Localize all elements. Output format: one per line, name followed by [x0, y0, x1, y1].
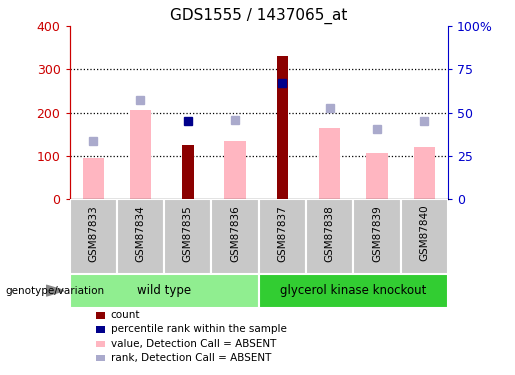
- Bar: [353, 199, 401, 274]
- Bar: [306, 199, 353, 274]
- Bar: [82, 158, 104, 199]
- Text: wild type: wild type: [137, 284, 191, 297]
- Text: GSM87837: GSM87837: [278, 205, 287, 261]
- Text: GSM87838: GSM87838: [325, 205, 335, 261]
- Bar: [277, 57, 288, 199]
- Bar: [130, 110, 151, 199]
- Bar: [96, 312, 106, 319]
- Bar: [70, 274, 259, 308]
- Bar: [117, 199, 164, 274]
- Bar: [259, 274, 448, 308]
- Bar: [96, 326, 106, 333]
- Bar: [401, 199, 448, 274]
- Bar: [164, 199, 212, 274]
- Text: glycerol kinase knockout: glycerol kinase knockout: [280, 284, 426, 297]
- Bar: [96, 340, 106, 347]
- Bar: [259, 199, 306, 274]
- Bar: [319, 129, 340, 199]
- Text: rank, Detection Call = ABSENT: rank, Detection Call = ABSENT: [111, 353, 271, 363]
- Bar: [96, 355, 106, 362]
- Text: GSM87840: GSM87840: [419, 205, 430, 261]
- Bar: [212, 199, 259, 274]
- Bar: [225, 141, 246, 199]
- Text: GSM87835: GSM87835: [183, 205, 193, 261]
- Text: GSM87839: GSM87839: [372, 205, 382, 261]
- Text: value, Detection Call = ABSENT: value, Detection Call = ABSENT: [111, 339, 276, 348]
- Bar: [414, 147, 435, 199]
- Bar: [182, 145, 194, 199]
- Bar: [367, 153, 388, 199]
- Text: GSM87836: GSM87836: [230, 205, 240, 261]
- Text: GSM87834: GSM87834: [135, 205, 146, 261]
- Text: percentile rank within the sample: percentile rank within the sample: [111, 324, 287, 334]
- Text: count: count: [111, 310, 140, 320]
- Text: GSM87833: GSM87833: [88, 205, 98, 261]
- Polygon shape: [46, 285, 64, 296]
- Text: genotype/variation: genotype/variation: [5, 286, 104, 296]
- Title: GDS1555 / 1437065_at: GDS1555 / 1437065_at: [170, 7, 348, 24]
- Bar: [70, 199, 117, 274]
